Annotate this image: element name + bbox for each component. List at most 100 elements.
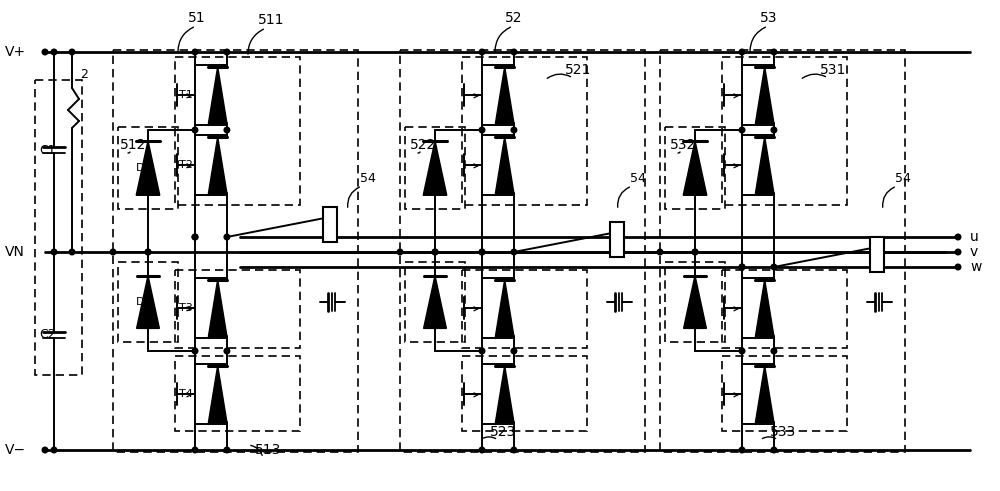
Text: T2: T2 [179,160,193,170]
Circle shape [511,348,517,354]
Polygon shape [755,366,774,422]
Bar [665,127,725,209]
Text: T4: T4 [179,389,193,399]
Circle shape [110,249,116,255]
Bar [323,207,337,242]
Text: VN: VN [5,245,25,259]
Circle shape [69,49,75,55]
Circle shape [479,447,485,453]
Bar [610,222,624,257]
Circle shape [224,348,230,354]
Polygon shape [208,280,227,336]
Bar [405,127,465,209]
Polygon shape [755,136,774,193]
Circle shape [432,249,438,255]
Text: 53: 53 [760,11,778,25]
Text: 523: 523 [490,425,516,439]
Circle shape [692,249,698,255]
Circle shape [739,264,745,270]
Circle shape [42,49,48,55]
Bar [175,356,300,431]
Bar [665,262,725,342]
Polygon shape [495,136,514,193]
Bar [722,270,847,348]
Circle shape [657,249,663,255]
Circle shape [42,447,48,453]
Circle shape [771,49,777,55]
Text: Db: Db [136,297,151,307]
Polygon shape [683,141,707,195]
Text: Da: Da [136,163,151,173]
Circle shape [739,348,745,354]
Circle shape [511,447,517,453]
Bar [660,50,905,452]
Circle shape [739,49,745,55]
Text: 54: 54 [360,171,376,185]
Circle shape [511,127,517,133]
Circle shape [224,127,230,133]
Polygon shape [755,280,774,336]
Circle shape [51,49,57,55]
Text: 54: 54 [630,171,646,185]
Circle shape [739,127,745,133]
Text: 54: 54 [895,171,911,185]
Polygon shape [495,366,514,422]
Bar [113,50,358,452]
Text: v: v [970,245,978,259]
Circle shape [145,249,151,255]
Circle shape [192,234,198,240]
Text: 52: 52 [505,11,522,25]
Circle shape [69,249,75,255]
Text: 533: 533 [770,425,796,439]
Circle shape [224,447,230,453]
Circle shape [397,249,403,255]
Text: 512: 512 [120,138,146,152]
Circle shape [479,249,485,255]
Bar [400,50,645,452]
Circle shape [224,49,230,55]
Bar [722,356,847,431]
Circle shape [479,127,485,133]
Circle shape [51,447,57,453]
Text: w: w [970,260,981,274]
Polygon shape [755,67,774,123]
Circle shape [479,249,485,255]
Circle shape [192,447,198,453]
Text: u: u [970,230,979,244]
Bar [722,57,847,205]
Text: V+: V+ [5,45,26,59]
Bar [405,262,465,342]
Polygon shape [423,141,447,195]
Bar [462,270,587,348]
Circle shape [771,447,777,453]
Text: V−: V− [5,443,26,457]
Bar [870,237,884,272]
Circle shape [955,264,961,270]
Bar [175,57,300,205]
Circle shape [479,49,485,55]
Polygon shape [208,67,227,123]
Circle shape [739,447,745,453]
Text: T1: T1 [179,90,193,100]
Text: 51: 51 [188,11,206,25]
Bar [462,356,587,431]
Circle shape [192,348,198,354]
Circle shape [192,49,198,55]
Circle shape [145,249,151,255]
Bar [35,80,82,375]
Circle shape [771,127,777,133]
Text: 511: 511 [258,13,285,27]
Polygon shape [208,366,227,422]
Bar [175,270,300,348]
Circle shape [432,249,438,255]
Circle shape [692,249,698,255]
Polygon shape [137,275,159,328]
Circle shape [739,264,745,270]
Text: 531: 531 [820,63,846,77]
Polygon shape [136,141,160,195]
Circle shape [955,249,961,255]
Circle shape [192,127,198,133]
Text: 521: 521 [565,63,591,77]
Polygon shape [684,275,706,328]
Text: C2: C2 [39,328,56,342]
